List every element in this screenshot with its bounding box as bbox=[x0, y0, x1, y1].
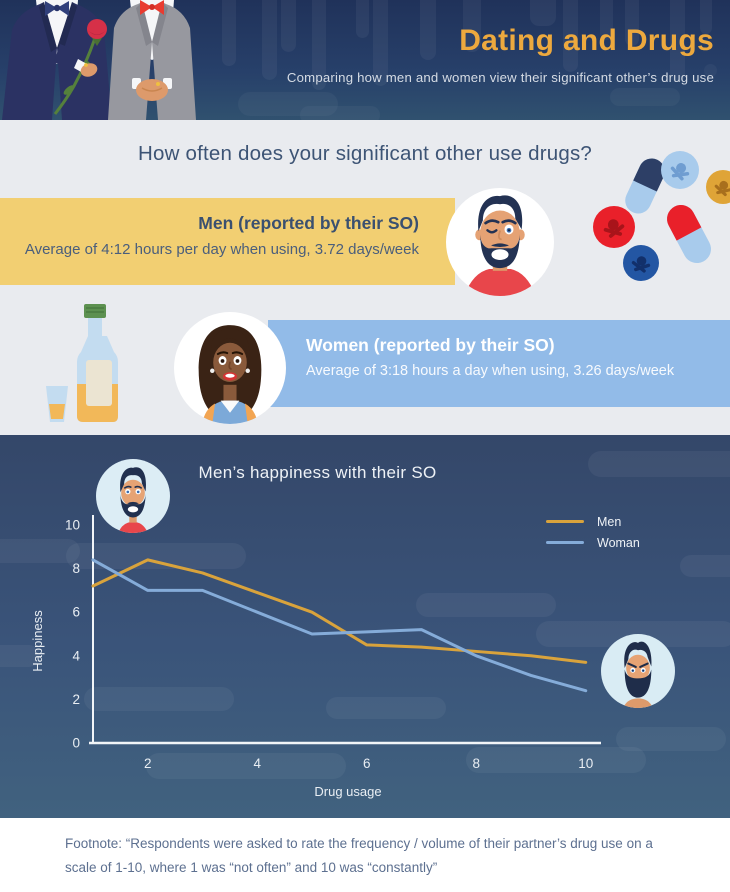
women-stat-band: Women (reported by their SO) Average of … bbox=[268, 320, 730, 407]
footnote-text: Footnote: “Respondents were asked to rat… bbox=[65, 832, 653, 879]
survey-section: How often does your significant other us… bbox=[0, 120, 730, 435]
series-line-woman bbox=[91, 558, 588, 693]
y-tick-label: 0 bbox=[72, 736, 80, 751]
bottle-and-glass-illustration bbox=[46, 304, 118, 422]
blob-shape bbox=[326, 697, 446, 719]
happy-man-avatar-icon bbox=[96, 459, 170, 533]
series-line-men bbox=[91, 558, 588, 664]
page-subtitle: Comparing how men and women view their s… bbox=[286, 70, 714, 85]
woman-avatar-icon bbox=[174, 312, 286, 424]
blob-shape bbox=[0, 645, 40, 667]
blob-shape bbox=[610, 88, 680, 106]
blob-shape bbox=[680, 555, 730, 577]
men-stat-band: Men (reported by their SO) Average of 4:… bbox=[0, 198, 455, 285]
blob-shape bbox=[588, 451, 730, 477]
blob-shape bbox=[466, 747, 646, 773]
drip-shape bbox=[222, 0, 236, 66]
angry-man-avatar-icon bbox=[601, 634, 675, 708]
drip-shape bbox=[356, 0, 369, 38]
legend-item: Woman bbox=[546, 532, 640, 553]
blob-shape bbox=[416, 593, 556, 617]
winking-man-avatar-icon bbox=[446, 188, 554, 296]
blob-shape bbox=[0, 539, 80, 563]
legend-item: Men bbox=[546, 511, 640, 532]
men-band-title: Men (reported by their SO) bbox=[198, 213, 419, 233]
page-title: Dating and Drugs bbox=[459, 24, 714, 57]
x-axis-label: Drug usage bbox=[314, 784, 381, 799]
blob-shape bbox=[66, 543, 246, 569]
y-tick-label: 10 bbox=[65, 518, 80, 533]
y-tick-label: 6 bbox=[72, 605, 80, 620]
x-tick-label: 4 bbox=[253, 756, 261, 771]
footnote-line-2: scale of 1-10, where 1 was “not often” a… bbox=[65, 859, 438, 875]
y-tick-label: 8 bbox=[72, 561, 80, 576]
drip-shape bbox=[600, 0, 613, 40]
drip-shape bbox=[625, 0, 639, 46]
legend-line-swatch bbox=[546, 520, 584, 523]
survey-heading: How often does your significant other us… bbox=[137, 142, 593, 165]
drip-shape bbox=[373, 0, 388, 86]
pills-illustration bbox=[593, 151, 730, 281]
drip-shape bbox=[312, 0, 326, 90]
legend-line-swatch bbox=[546, 541, 584, 544]
blob-shape bbox=[146, 753, 346, 779]
y-tick-label: 2 bbox=[72, 692, 80, 707]
drip-shape bbox=[463, 0, 481, 52]
drip-shape bbox=[563, 0, 578, 72]
legend-label: Woman bbox=[597, 535, 640, 550]
drip-shape bbox=[262, 0, 277, 80]
x-tick-label: 10 bbox=[578, 756, 593, 771]
header-banner: Dating and Drugs Comparing how men and w… bbox=[0, 0, 730, 120]
chart-legend: Men Woman bbox=[546, 511, 640, 553]
x-tick-label: 8 bbox=[472, 756, 480, 771]
men-band-detail: Average of 4:12 hours per day when using… bbox=[24, 241, 419, 258]
chart-section: Men’s happiness with their SO Men Woman H… bbox=[0, 435, 730, 818]
blob-shape bbox=[238, 92, 338, 116]
footer-section: Footnote: “Respondents were asked to rat… bbox=[0, 818, 730, 892]
chart-title: Men’s happiness with their SO bbox=[198, 463, 437, 482]
drip-shape bbox=[530, 0, 556, 26]
y-axis-label: Happiness bbox=[30, 610, 45, 672]
blob-shape bbox=[84, 687, 234, 711]
blob-shape bbox=[704, 64, 717, 77]
drip-shape bbox=[670, 0, 685, 82]
blob-shape bbox=[300, 106, 380, 120]
x-tick-label: 2 bbox=[144, 756, 152, 771]
blob-shape bbox=[616, 727, 726, 751]
y-tick-label: 4 bbox=[72, 648, 80, 663]
line-chart: Happiness Drug usage 0 2 4 6 8 10 2 4 6 8 10 bbox=[30, 505, 630, 805]
women-band-detail: Average of 3:18 hours a day when using, … bbox=[306, 363, 675, 379]
x-tick-label: 6 bbox=[363, 756, 371, 771]
drip-shape bbox=[700, 0, 712, 34]
footnote-line-1: Footnote: “Respondents were asked to rat… bbox=[65, 836, 653, 851]
drip-shape bbox=[420, 0, 436, 60]
women-band-title: Women (reported by their SO) bbox=[306, 335, 555, 355]
drip-shape bbox=[281, 0, 296, 52]
wedding-couple-illustration bbox=[2, 0, 196, 120]
legend-label: Men bbox=[597, 514, 622, 529]
